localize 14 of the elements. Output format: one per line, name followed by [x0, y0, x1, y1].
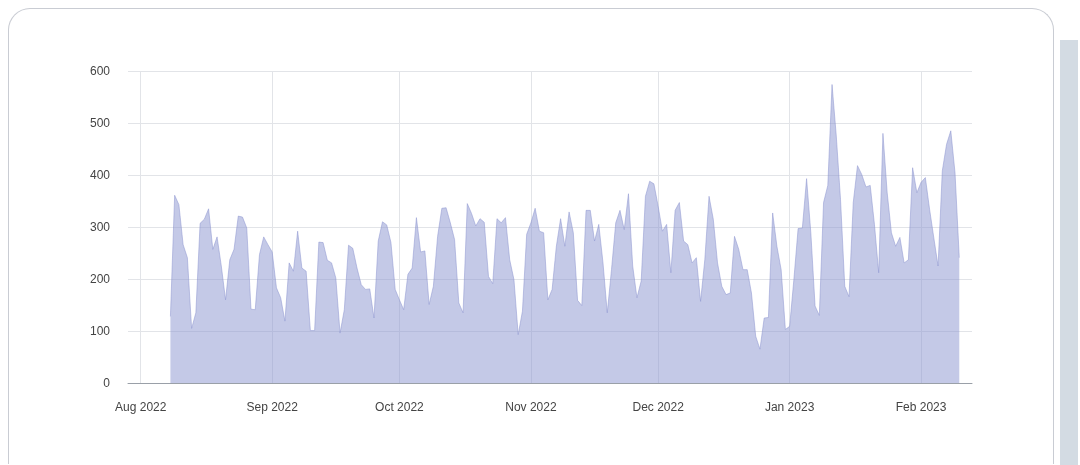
x-tick-label: Aug 2022	[115, 400, 167, 414]
y-tick-label: 100	[89, 324, 111, 338]
y-tick-label: 0	[103, 376, 111, 390]
y-tick-label: 300	[89, 220, 111, 234]
y-tick-label: 500	[89, 116, 111, 130]
x-tick-label: Jan 2023	[764, 400, 815, 414]
x-tick-label: Oct 2022	[375, 400, 425, 414]
x-tick-label: Nov 2022	[505, 400, 557, 414]
y-tick-label: 200	[89, 272, 111, 286]
y-tick-label: 400	[89, 168, 111, 182]
x-tick-label: Sep 2022	[246, 400, 299, 414]
x-tick-label: Dec 2022	[632, 400, 685, 414]
y-tick-label: 600	[89, 64, 111, 78]
x-tick-label: Feb 2023	[895, 400, 947, 414]
